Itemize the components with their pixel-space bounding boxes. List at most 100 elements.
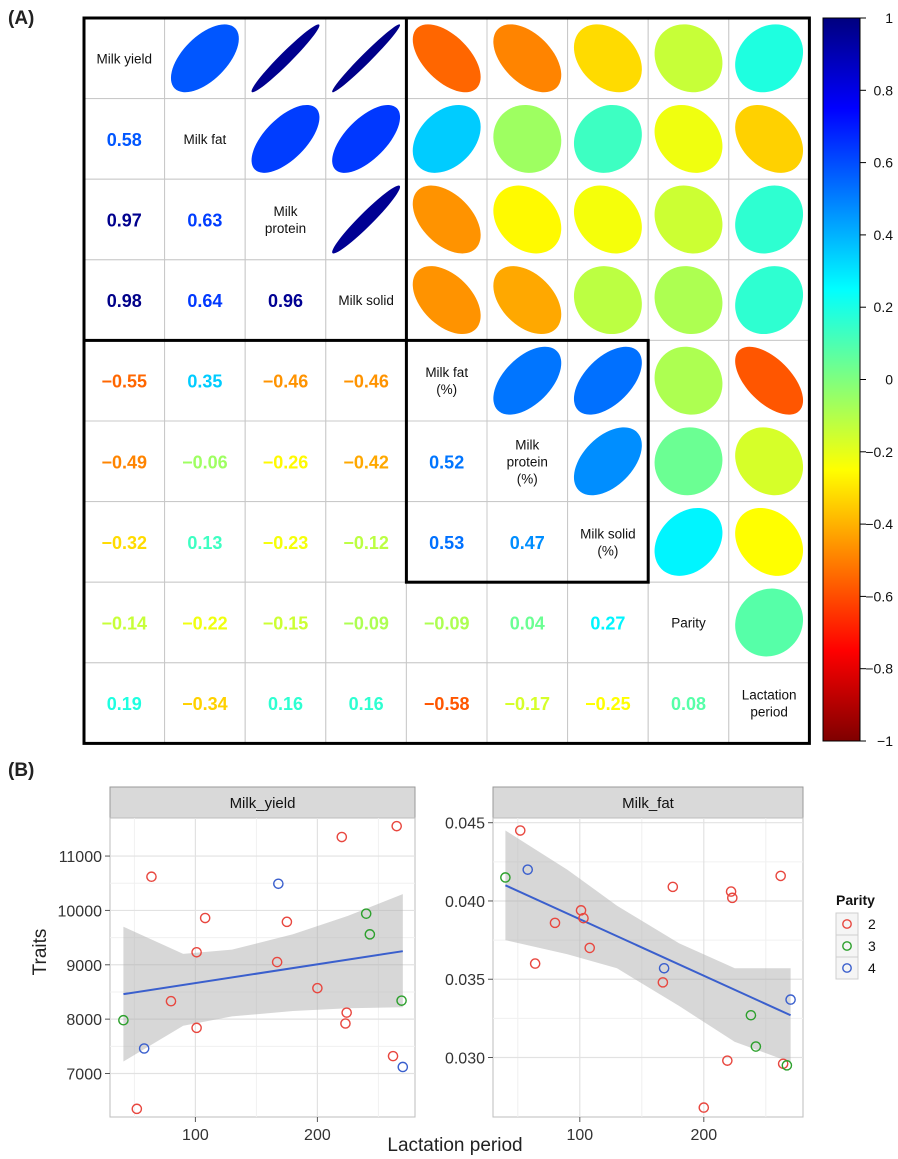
- matrix-cell: [83, 17, 166, 100]
- data-point: [575, 905, 587, 916]
- colorbar-tick-label: −1: [877, 733, 893, 749]
- variable-label: Milk solid (%): [580, 526, 636, 558]
- data-point: [785, 994, 796, 1005]
- matrix-cell: [244, 339, 327, 422]
- correlation-value: −0.58: [424, 694, 470, 714]
- correlation-ellipse: [493, 104, 562, 173]
- confidence-band: [505, 830, 791, 1063]
- correlation-value: −0.23: [263, 533, 309, 553]
- correlation-ellipse: [735, 346, 804, 415]
- panel-b-label: (B): [8, 760, 34, 781]
- legend-label: 4: [868, 960, 876, 976]
- correlation-ellipse: [735, 588, 804, 657]
- variable-label-line: (%): [436, 382, 457, 397]
- correlation-ellipse: [654, 427, 723, 496]
- data-point: [745, 1009, 757, 1021]
- matrix-cell: [164, 339, 246, 422]
- colorbar-gradient: [822, 17, 861, 742]
- matrix-cell: [567, 501, 649, 583]
- correlation-ellipse: [573, 346, 642, 415]
- x-tick-label: 200: [690, 1127, 717, 1144]
- variable-label-line: Milk fat: [425, 365, 468, 380]
- data-point: [698, 1102, 710, 1113]
- colorbar-tick-label: 0: [885, 372, 893, 388]
- variable-label: Lactation period: [742, 688, 797, 720]
- matrix-cell: [83, 98, 166, 180]
- correlation-ellipse: [654, 346, 723, 415]
- facet-title: Milk_yield: [230, 795, 296, 812]
- correlation-value: −0.17: [505, 694, 551, 714]
- legend: Parity 2 3 4: [835, 892, 876, 980]
- correlation-value: 0.98: [107, 291, 142, 311]
- variable-label-line: protein: [507, 454, 548, 469]
- data-point: [549, 917, 561, 929]
- facet-strip: [109, 786, 416, 819]
- y-tick-label: 8000: [66, 1012, 102, 1029]
- y-tick-label: 9000: [66, 958, 102, 975]
- data-point: [271, 956, 283, 968]
- correlation-value: 0.16: [349, 694, 384, 714]
- correlation-ellipse: [735, 104, 804, 173]
- matrix-cell: [647, 581, 730, 664]
- data-point: [529, 958, 541, 969]
- correlation-ellipse: [332, 104, 401, 173]
- data-point: [273, 878, 284, 890]
- legend-key: [835, 956, 859, 980]
- legend-label: 2: [868, 916, 876, 932]
- variable-label-line: Milk: [274, 204, 298, 219]
- colorbar-tick-label: 0.4: [874, 227, 894, 243]
- confidence-band: [123, 894, 403, 1062]
- colorbar-tick-label: −0.2: [865, 444, 893, 460]
- correlation-value: 0.08: [671, 694, 706, 714]
- correlation-ellipse: [573, 104, 642, 173]
- variable-label-line: (%): [597, 543, 618, 558]
- matrix-cell: [244, 178, 327, 261]
- correlation-value: −0.34: [182, 694, 228, 714]
- y-tick-label: 0.035: [445, 972, 485, 989]
- correlation-ellipse: [654, 266, 723, 335]
- variable-label-line: protein: [265, 221, 306, 236]
- data-point: [340, 1018, 351, 1029]
- colorbar: 1 0.8 0.6 0.4 0.2 0 −0.2 −0.4 −0.6 −0.8 −1: [822, 10, 894, 749]
- matrix-cell: [486, 662, 569, 744]
- correlation-ellipse: [573, 266, 642, 335]
- matrix-frame: [82, 16, 811, 745]
- colorbar-tick-label: −0.4: [865, 516, 893, 532]
- correlation-value: −0.22: [182, 614, 228, 634]
- data-point: [657, 977, 669, 988]
- matrix-cell: [325, 581, 407, 664]
- x-tick-label: 100: [182, 1127, 209, 1144]
- correlation-value: 0.16: [268, 694, 303, 714]
- data-point: [578, 912, 589, 924]
- data-point: [667, 881, 679, 893]
- legend-marker: [842, 941, 852, 951]
- correlation-ellipse: [251, 104, 320, 173]
- y-tick-label: 10000: [58, 903, 103, 920]
- highlight-block: [404, 338, 650, 584]
- correlation-value: −0.09: [343, 614, 389, 634]
- data-point: [199, 912, 211, 924]
- correlation-value: 0.04: [510, 614, 545, 634]
- data-point: [146, 871, 157, 883]
- data-point: [191, 946, 202, 958]
- y-tick-label: 7000: [66, 1067, 102, 1084]
- x-axis-title: Lactation period: [387, 1135, 522, 1156]
- correlation-ellipse: [332, 24, 401, 93]
- legend-label: 3: [868, 938, 876, 954]
- correlation-value: −0.42: [343, 452, 389, 472]
- data-point: [750, 1041, 762, 1052]
- correlation-value: 0.13: [187, 533, 222, 553]
- data-point: [131, 1103, 143, 1115]
- variable-label-line: Milk solid: [338, 293, 394, 308]
- y-tick-label: 0.030: [445, 1051, 485, 1068]
- correlation-value: 0.47: [510, 533, 545, 553]
- x-tick-label: 100: [566, 1127, 593, 1144]
- matrix-cell: [164, 259, 246, 341]
- correlation-matrix: 0.58 0.97 0.63 0.98 0.64 0.96 −0.55 0.35 −0.46 −0…: [82, 16, 811, 745]
- data-point: [165, 995, 177, 1007]
- correlation-ellipse: [573, 24, 642, 93]
- correlation-ellipse: [412, 24, 481, 93]
- variable-label: Parity: [671, 616, 706, 631]
- matrix-cell: [83, 339, 166, 422]
- data-point: [391, 820, 403, 832]
